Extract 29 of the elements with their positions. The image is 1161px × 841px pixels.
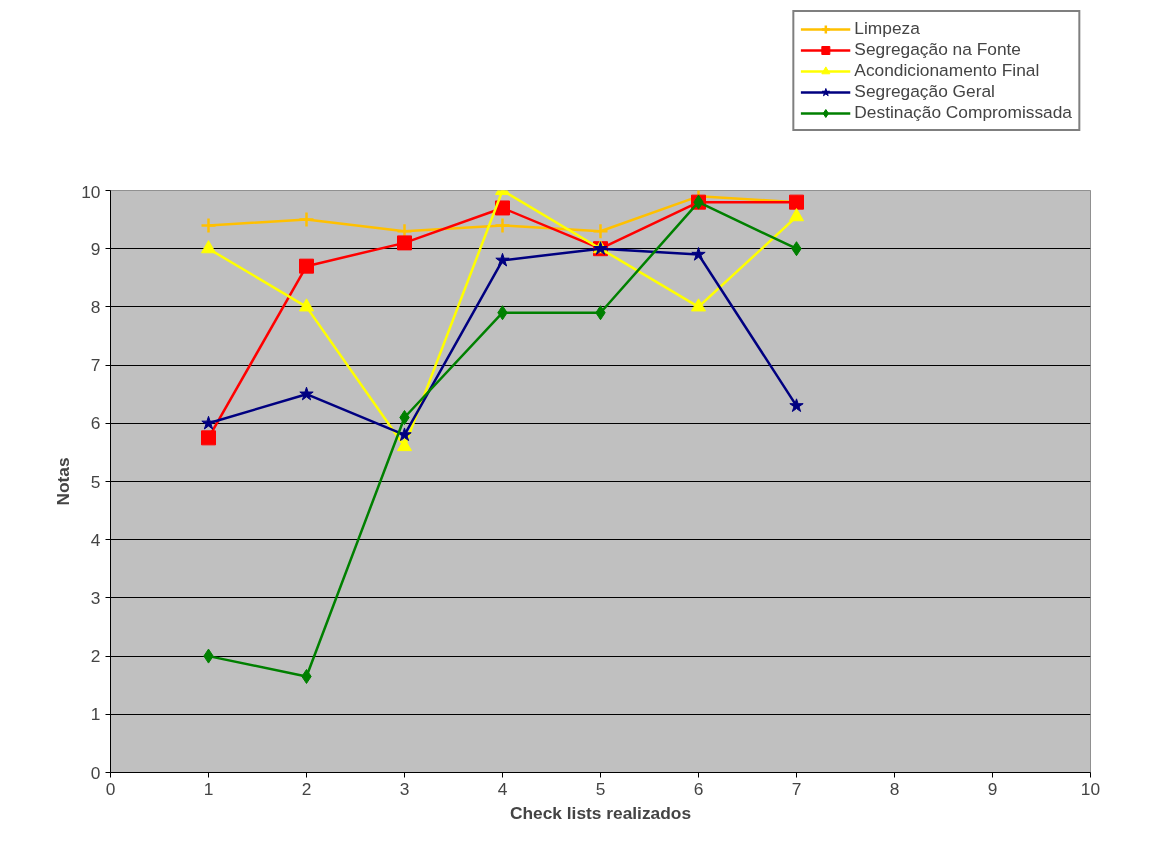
y-tick-label: 3 <box>90 587 101 608</box>
legend-label: Acondicionamento Final <box>854 60 1040 81</box>
x-tick-label: 5 <box>595 778 606 799</box>
y-tick-label: 1 <box>90 704 101 725</box>
legend-label: Segregação Geral <box>854 81 995 102</box>
y-tick-label: 9 <box>90 238 101 259</box>
x-tick-label: 2 <box>301 778 312 799</box>
x-tick-label: 10 <box>1080 778 1101 799</box>
y-tick-label: 0 <box>90 762 101 783</box>
x-axis-title: Check lists realizados <box>509 802 692 823</box>
y-tick-label: 5 <box>90 471 101 492</box>
x-tick-label: 0 <box>105 778 116 799</box>
y-tick-label: 4 <box>90 529 101 550</box>
y-tick-label: 7 <box>90 355 101 376</box>
legend-label: Destinação Compromissada <box>854 102 1072 123</box>
y-tick-label: 2 <box>90 646 101 667</box>
legend-label: Segregação na Fonte <box>854 39 1021 60</box>
x-tick-label: 6 <box>693 778 704 799</box>
y-tick-label: 8 <box>90 296 101 317</box>
x-tick-label: 1 <box>203 778 214 799</box>
x-tick-label: 7 <box>791 778 802 799</box>
x-tick-label: 4 <box>497 778 508 799</box>
y-axis-title: Notas <box>53 457 74 506</box>
x-tick-label: 3 <box>399 778 410 799</box>
y-tick-label: 6 <box>90 413 101 434</box>
y-tick-label: 10 <box>81 181 101 202</box>
x-tick-label: 8 <box>889 778 900 799</box>
x-tick-label: 9 <box>987 778 998 799</box>
legend-label: Limpeza <box>854 18 920 39</box>
